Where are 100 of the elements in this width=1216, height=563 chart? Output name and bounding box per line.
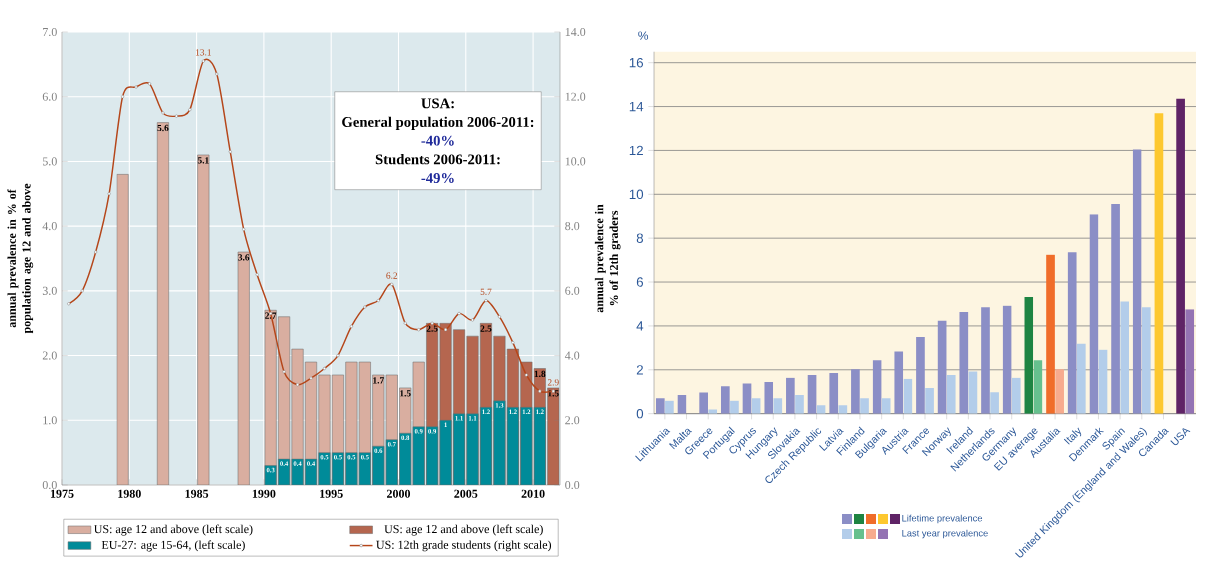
bar [851, 369, 860, 414]
bar [1185, 309, 1195, 414]
legend-label: EU-27: age 15-64, (left scale) [101, 540, 245, 552]
data-label: 1.5 [400, 390, 411, 397]
bar [925, 387, 934, 414]
bar [1002, 305, 1012, 414]
bar [1024, 296, 1034, 414]
y-axis-title: annual prevalence in % of population age 12 and above [7, 183, 34, 334]
bar [655, 398, 665, 414]
data-label: 1.8 [534, 370, 546, 378]
legend-label: US: age 12 and above (left scale) [94, 524, 253, 536]
x-tick-label: 2010 [521, 489, 545, 498]
bar [1055, 369, 1064, 414]
bar [197, 154, 210, 485]
bar [751, 398, 761, 414]
bar [916, 337, 925, 414]
data-label: 2.5 [426, 325, 438, 332]
annotation: Students 2006-2011: [375, 153, 500, 165]
y-tick-label: 6 [636, 277, 644, 287]
y-tick-label: 0.0 [42, 480, 57, 490]
y2-tick-label: 2.0 [565, 416, 580, 425]
bar [1154, 113, 1164, 414]
x-tick-label: USA [1170, 428, 1191, 446]
bar [116, 174, 129, 485]
bar [699, 392, 708, 414]
y2-tick-label: 8.0 [565, 222, 580, 231]
bar [237, 251, 250, 485]
bar [721, 386, 730, 414]
bar [872, 360, 882, 414]
y2-tick-label: 12.0 [565, 92, 586, 101]
bar [981, 307, 990, 414]
y-tick-label: 3.0 [42, 286, 57, 295]
bar [1076, 343, 1086, 414]
legend-label: US: 12th grade students (right scale) [376, 540, 552, 552]
bar [838, 405, 848, 414]
y-tick-label: 16 [629, 57, 644, 68]
annotation: USA: [421, 98, 454, 109]
y-tick-label: 2 [636, 365, 643, 375]
y2-tick-label: 6.0 [565, 286, 580, 295]
x-tick-label: 2000 [387, 489, 411, 498]
bar [894, 351, 904, 414]
y-tick-label: 1.0 [43, 416, 57, 425]
y2-tick-label: 4.0 [564, 351, 580, 360]
bar [1120, 301, 1130, 414]
bar [1111, 203, 1120, 414]
bar [881, 398, 891, 414]
bar [1046, 254, 1055, 414]
data-label: 2.9 [547, 379, 559, 386]
data-label: 13.1 [195, 49, 211, 56]
bar [1176, 98, 1185, 414]
bar [807, 375, 817, 414]
bar [1089, 214, 1099, 414]
bar [1011, 377, 1021, 414]
bar [829, 373, 839, 414]
bar [708, 409, 718, 414]
bar [764, 382, 774, 414]
data-label: 3.6 [238, 254, 250, 261]
bar [786, 377, 795, 414]
bar [665, 400, 674, 414]
bar [1098, 349, 1108, 414]
bar [860, 398, 869, 414]
bar [968, 371, 978, 414]
bar [1067, 252, 1077, 414]
legend-label: Lifetime prevalence [902, 514, 983, 524]
data-label: 2.7 [265, 312, 277, 319]
bar [937, 320, 947, 414]
data-label: 1.7 [373, 377, 384, 384]
bar [959, 311, 969, 414]
bar [730, 400, 739, 414]
bar [795, 395, 804, 414]
y2-tick-label: 10.0 [565, 157, 586, 166]
y-tick-label: 8 [636, 233, 644, 243]
bar [773, 398, 783, 414]
annotation: -49% [421, 173, 454, 183]
y-axis-title: % [638, 31, 649, 40]
bar [156, 122, 169, 485]
x-tick-label: 1995 [320, 489, 343, 498]
x-tick-label: 2005 [454, 489, 478, 498]
y2-tick-label: 14.0 [565, 27, 586, 37]
y-tick-label: 5.0 [42, 157, 57, 166]
x-tick-label: 1985 [185, 489, 209, 498]
data-label: 2.5 [480, 325, 492, 332]
legend-label: Last year prevalence [902, 529, 988, 539]
y-tick-label: 10 [629, 189, 644, 200]
bar [946, 375, 956, 414]
annotation: -40% [421, 135, 454, 146]
bar [903, 378, 913, 414]
x-tick-label: 1980 [118, 489, 141, 498]
y-tick-label: 12 [629, 145, 643, 156]
bar [990, 392, 999, 414]
x-tick-label: 1990 [252, 489, 276, 498]
legend-label: US: age 12 and above (left scale) [384, 524, 543, 536]
y-tick-label: 4.0 [42, 222, 57, 231]
y-tick-label: 6.0 [42, 92, 57, 101]
x-tick-label: 1975 [50, 489, 74, 498]
data-label: 5.1 [197, 157, 209, 164]
y-tick-label: 2.0 [42, 351, 57, 360]
y-tick-label: 0 [636, 408, 644, 419]
y2-axis-title: annual prevalence in % of 12th graders [594, 204, 621, 313]
data-label: 6.2 [386, 272, 398, 279]
